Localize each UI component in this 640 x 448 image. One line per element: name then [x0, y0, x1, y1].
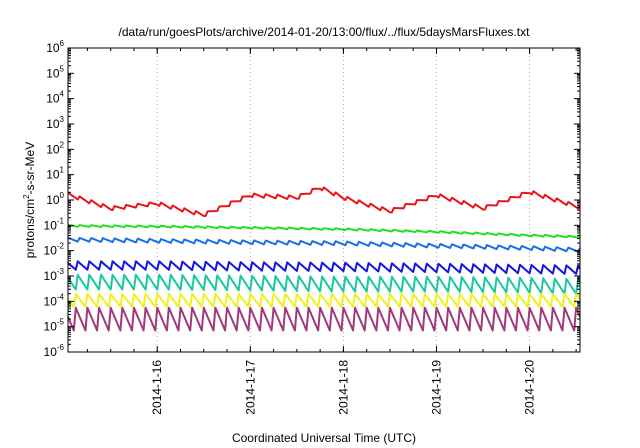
y-tick-label-base: 10 — [46, 193, 60, 207]
y-axis-ticks: 10-610-510-410-310-210-11001011021031041… — [44, 39, 580, 359]
y-tick-label-base: 10 — [46, 117, 60, 131]
y-tick-label-base: 10 — [44, 294, 58, 308]
y-tick-label-exp: -3 — [57, 267, 65, 276]
y-axis-label-base: protons/cm — [23, 199, 37, 258]
y-tick-label-exp: -6 — [57, 343, 65, 352]
y-tick-label: 104 — [46, 90, 64, 106]
y-tick-label-base: 10 — [44, 345, 58, 359]
y-tick-label: 10-5 — [44, 318, 65, 334]
y-tick-label-exp: -2 — [57, 242, 65, 251]
y-tick-label-base: 10 — [44, 320, 58, 334]
x-tick-label: 2014-1-17 — [243, 360, 257, 415]
y-tick-label-exp: -5 — [57, 318, 65, 327]
y-tick-label-exp: -1 — [57, 216, 65, 225]
y-tick-label-exp: 5 — [60, 64, 65, 73]
y-tick-label-base: 10 — [46, 142, 60, 156]
x-axis-ticks: 2014-1-16 2014-1-17 2014-1-18 2014-1-19 2014… — [86, 48, 577, 415]
y-tick-label-base: 10 — [44, 244, 58, 258]
y-tick-label: 100 — [46, 191, 64, 207]
series-line — [67, 293, 581, 308]
y-tick-label-exp: 6 — [60, 39, 65, 48]
series-line — [67, 306, 581, 332]
y-axis-label-rest: -s-sr-MeV — [23, 142, 37, 195]
series-line — [67, 260, 581, 275]
y-tick-label: 10-6 — [44, 343, 65, 359]
gridlines — [156, 48, 530, 352]
y-tick-label-exp: -4 — [57, 292, 65, 301]
x-axis-label: Coordinated Universal Time (UTC) — [232, 431, 416, 445]
x-tick-label: 2014-1-16 — [150, 360, 164, 415]
y-tick-label: 10-1 — [44, 216, 65, 232]
y-tick-label: 105 — [46, 64, 64, 80]
y-axis-label: protons/cm2-s-sr-MeV — [22, 142, 37, 258]
plot-area: 10-610-510-410-310-210-11001011021031041… — [44, 39, 581, 415]
series-line — [67, 273, 581, 295]
y-tick-label-exp: 0 — [60, 191, 65, 200]
y-tick-label-base: 10 — [46, 168, 60, 182]
x-tick-label: 2014-1-19 — [429, 360, 443, 415]
y-tick-label: 106 — [46, 39, 64, 55]
y-tick-label: 101 — [46, 166, 64, 182]
series-line — [67, 236, 581, 253]
y-tick-label-base: 10 — [44, 218, 58, 232]
x-tick-label: 2014-1-18 — [336, 360, 350, 415]
y-tick-label-base: 10 — [44, 269, 58, 283]
y-tick-label: 103 — [46, 115, 64, 131]
y-tick-label: 102 — [46, 140, 64, 156]
x-tick-label: 2014-1-20 — [523, 360, 537, 415]
y-tick-label-exp: 4 — [60, 90, 65, 99]
y-tick-label: 10-2 — [44, 242, 65, 258]
y-axis-label-sup: 2 — [22, 194, 31, 199]
series-line — [67, 224, 581, 239]
y-tick-label-base: 10 — [46, 66, 60, 80]
chart-title: /data/run/goesPlots/archive/2014-01-20/1… — [119, 25, 531, 39]
series-layer — [67, 186, 581, 332]
y-tick-label-exp: 3 — [60, 115, 65, 124]
y-tick-label-base: 10 — [46, 41, 60, 55]
y-tick-label-exp: 2 — [60, 140, 65, 149]
y-tick-label: 10-3 — [44, 267, 65, 283]
y-tick-label-base: 10 — [46, 92, 60, 106]
y-tick-label-exp: 1 — [60, 166, 65, 175]
series-line — [67, 186, 581, 217]
y-tick-label: 10-4 — [44, 292, 65, 308]
